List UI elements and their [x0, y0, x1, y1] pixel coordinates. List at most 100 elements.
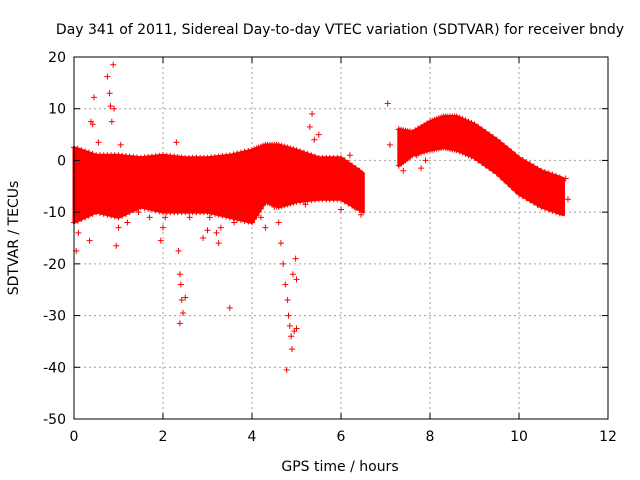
- data-point: [465, 118, 472, 125]
- data-point: [86, 237, 93, 244]
- data-point: [257, 214, 264, 221]
- data-point: [459, 116, 466, 123]
- data-point: [237, 216, 244, 223]
- data-point: [453, 147, 460, 154]
- data-point: [204, 209, 211, 216]
- data-point: [241, 217, 248, 224]
- data-point: [176, 271, 183, 278]
- data-point: [549, 207, 556, 214]
- data-point: [79, 183, 86, 190]
- data-point: [482, 162, 489, 169]
- data-point: [160, 224, 166, 231]
- data-point: [182, 294, 189, 301]
- data-point: [89, 121, 96, 128]
- data-point: [329, 162, 336, 169]
- data-point: [134, 205, 141, 212]
- data-point: [293, 147, 300, 154]
- y-axis-label: SDTVAR / TECUs: [6, 181, 22, 296]
- y-tick-label: 0: [57, 153, 66, 169]
- data-point: [352, 165, 359, 172]
- data-point: [89, 150, 96, 157]
- data-point: [113, 242, 120, 249]
- data-point: [527, 161, 534, 168]
- data-point: [386, 141, 393, 148]
- data-point: [78, 147, 85, 154]
- data-point: [512, 151, 519, 158]
- data-point: [275, 219, 282, 226]
- data-point: [178, 297, 185, 304]
- data-point: [237, 149, 244, 156]
- data-point: [226, 214, 233, 221]
- data-point: [468, 153, 475, 160]
- data-point: [251, 211, 258, 218]
- data-point: [497, 139, 504, 146]
- data-point: [471, 121, 478, 128]
- data-point: [349, 162, 356, 169]
- data-point: [215, 240, 222, 247]
- data-point: [311, 136, 318, 143]
- data-point: [287, 145, 294, 152]
- data-point: [108, 118, 115, 125]
- data-point: [486, 131, 493, 138]
- data-point: [292, 255, 299, 262]
- data-point: [255, 209, 262, 216]
- data-point: [282, 281, 289, 288]
- data-point: [297, 148, 304, 155]
- data-point: [297, 180, 304, 187]
- data-point: [418, 165, 425, 172]
- data-point: [91, 94, 98, 101]
- data-point: [530, 199, 537, 206]
- data-point: [398, 149, 405, 156]
- data-point: [285, 312, 292, 319]
- data-point: [281, 143, 288, 150]
- data-point: [211, 210, 218, 217]
- data-point: [96, 210, 103, 217]
- data-point: [288, 333, 295, 340]
- data-point: [226, 304, 233, 311]
- data-point: [213, 229, 220, 236]
- data-point: [465, 152, 472, 159]
- data-point: [545, 206, 552, 213]
- data-point: [234, 150, 241, 157]
- data-point: [230, 215, 237, 222]
- data-point: [75, 229, 82, 236]
- grid-lines: [74, 57, 608, 419]
- axis-ticks: 0 2 4 6 8 10 12 -50 -40 -30 -20 -10 0 10 20: [43, 50, 617, 445]
- data-point: [89, 210, 96, 217]
- data-point: [504, 145, 511, 152]
- data-point: [306, 123, 313, 130]
- data-point: [534, 165, 541, 172]
- data-point: [549, 171, 556, 178]
- data-point: [462, 117, 469, 124]
- data-point: [355, 183, 362, 190]
- y-tick-label: -40: [43, 360, 66, 376]
- data-point: [315, 131, 322, 138]
- data-point: [338, 206, 344, 213]
- data-point: [82, 154, 89, 161]
- data-point: [219, 212, 226, 219]
- data-point: [341, 157, 348, 164]
- data-point: [541, 205, 548, 212]
- data-point: [241, 148, 248, 155]
- data-point: [110, 61, 117, 68]
- x-tick-label: 0: [70, 429, 79, 445]
- x-tick-label: 2: [159, 429, 168, 445]
- data-point: [106, 90, 113, 97]
- x-tick-label: 10: [510, 429, 528, 445]
- data-point: [302, 201, 309, 208]
- data-point: [162, 214, 169, 221]
- data-point: [453, 113, 460, 120]
- data-point: [230, 151, 237, 158]
- data-point: [204, 227, 211, 234]
- data-point: [148, 206, 155, 213]
- data-point: [456, 148, 463, 155]
- data-point: [200, 235, 207, 241]
- data-point: [493, 170, 500, 177]
- data-point: [293, 276, 300, 283]
- data-point: [100, 210, 107, 217]
- x-tick-label: 4: [248, 429, 257, 445]
- data-series: [71, 61, 571, 373]
- data-point: [166, 178, 173, 185]
